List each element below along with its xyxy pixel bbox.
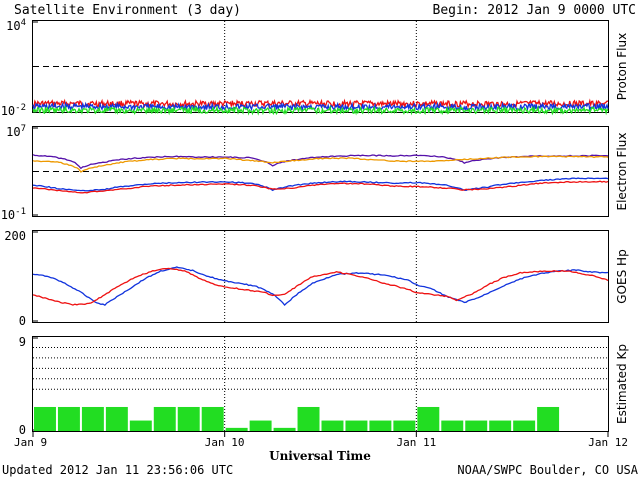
kp-bar (58, 407, 80, 431)
hp-ylabel: GOES Hp (615, 249, 629, 303)
kp-bar (106, 407, 128, 431)
credit-text: NOAA/SWPC Boulder, CO USA (457, 463, 638, 477)
kp-bar (250, 421, 272, 431)
label-layer: 104 10-2 Proton Flux 107 10-1 Electron Flux 20… (1, 18, 629, 449)
electron-ytick-label-bottom: 10-1 (1, 207, 26, 222)
kp-bar (274, 428, 296, 431)
begin-timestamp: Begin: 2012 Jan 9 0000 UTC (433, 3, 637, 18)
kp-bar (537, 407, 559, 431)
hp-series-red (33, 268, 608, 305)
hp-ytick-label-top: 200 (4, 229, 26, 243)
x-tick-label: Jan 11 (396, 436, 436, 449)
kp-bar (441, 421, 463, 431)
kp-bar (298, 407, 320, 431)
kp-bar (345, 421, 367, 431)
chart-title: Satellite Environment (3 day) (14, 3, 241, 18)
x-tick-label: Jan 10 (205, 436, 245, 449)
kp-bar (178, 407, 200, 431)
kp-bar (369, 421, 391, 431)
hp-panel-frame (33, 231, 609, 323)
kp-bar (393, 421, 415, 431)
x-tick-label: Jan 12 (588, 436, 628, 449)
kp-bar (417, 407, 439, 431)
kp-ytick-label-bottom: 0 (19, 423, 26, 437)
hp-ytick-label-bottom: 0 (19, 314, 26, 328)
kp-bar (513, 421, 535, 431)
electron-ylabel: Electron Flux (615, 133, 629, 211)
electron-ytick-label-top: 107 (6, 124, 26, 139)
kp-bar (34, 407, 56, 431)
grid-layer (33, 21, 608, 437)
kp-bar (226, 428, 248, 431)
proton-ytick-label-top: 104 (6, 18, 26, 33)
kp-ytick-label-top: 9 (19, 335, 26, 349)
kp-bar (154, 407, 176, 431)
kp-ylabel: Estimated Kp (615, 344, 629, 424)
kp-bar (130, 421, 152, 431)
proton-ylabel: Proton Flux (615, 33, 629, 100)
kp-bar (202, 407, 224, 431)
x-tick-label: Jan 9 (14, 436, 47, 449)
electron-series-orange (33, 156, 608, 172)
kp-bar (465, 421, 487, 431)
kp-bar (82, 407, 104, 431)
updated-timestamp: Updated 2012 Jan 11 23:56:06 UTC (2, 463, 233, 477)
kp-bar (322, 421, 344, 431)
proton-ytick-label-bottom: 10-2 (1, 103, 26, 118)
kp-bar (489, 421, 511, 431)
x-axis-label: Universal Time (269, 449, 371, 463)
data-layer (33, 101, 608, 431)
